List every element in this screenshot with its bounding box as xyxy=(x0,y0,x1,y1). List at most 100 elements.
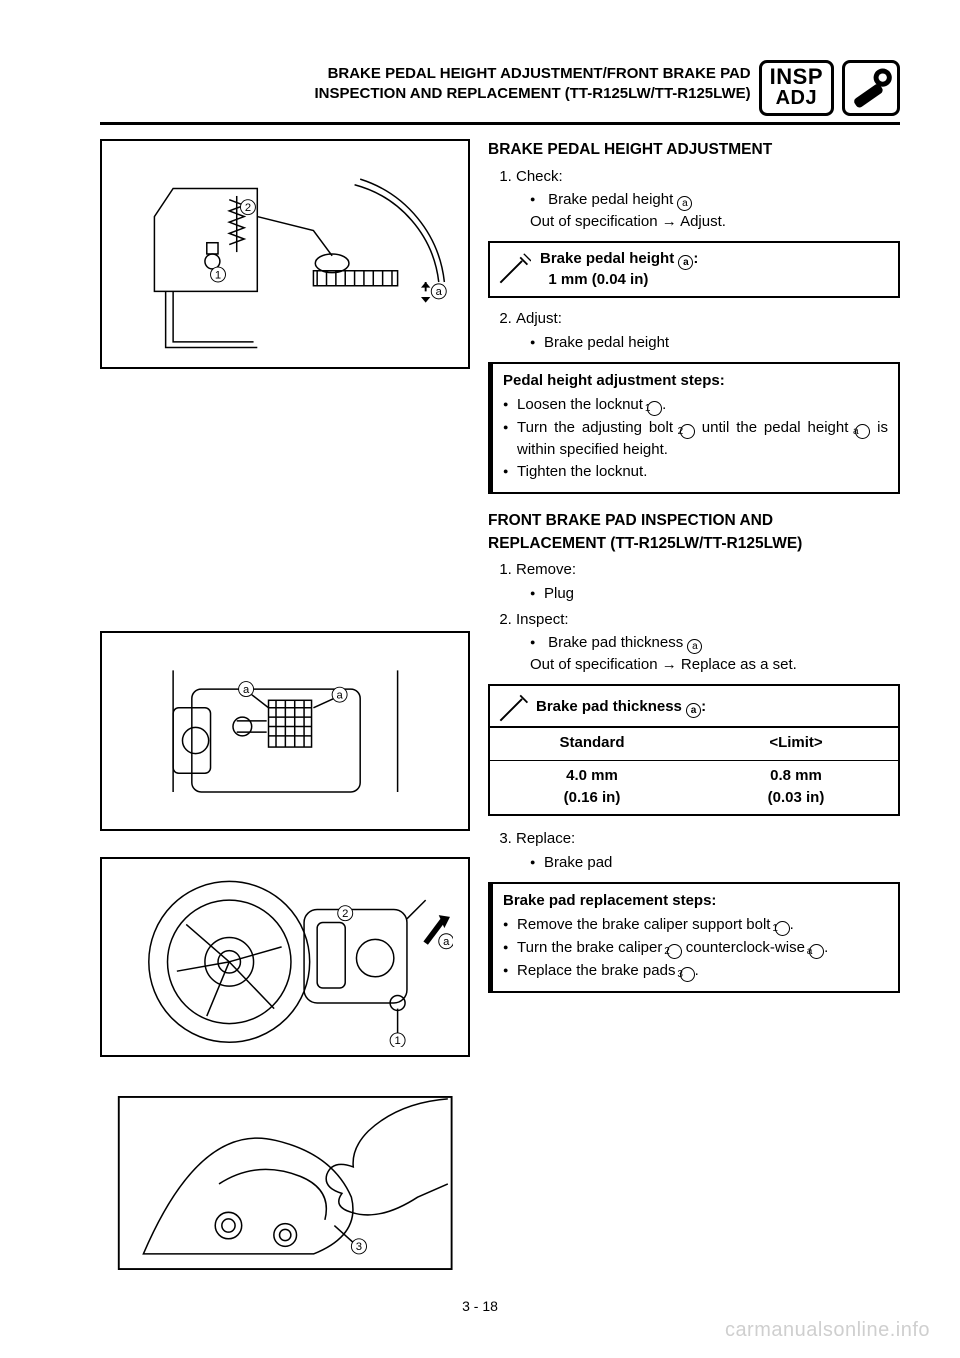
spec-table-head: Brake pad thickness a: xyxy=(490,686,898,726)
fig3-ref-1: 1 xyxy=(394,1035,400,1047)
spec-pedal-height: Brake pedal height a: 1 mm (0.04 in) xyxy=(488,241,900,298)
spec-pad-thickness: Brake pad thickness a: Standard <Limit> … xyxy=(488,684,900,816)
header-title-line2: INSPECTION AND REPLACEMENT (TT-R125LW/TT… xyxy=(100,84,751,104)
ref-2-icon: 2 xyxy=(667,944,682,959)
t: . xyxy=(695,962,699,979)
s1-step1-item-text: Brake pedal height xyxy=(548,191,677,208)
t: . xyxy=(824,939,828,956)
fig2-ref-a2: a xyxy=(243,684,250,696)
badge-line2: ADJ xyxy=(770,88,823,109)
fig4-ref-3: 3 xyxy=(356,1241,362,1253)
s1-step1-item: Brake pedal height a Out of specificatio… xyxy=(530,189,900,233)
ref-a-icon: a xyxy=(809,944,824,959)
s2-step3-label: Replace: xyxy=(516,830,575,847)
ref-3-icon: 3 xyxy=(680,967,695,982)
t: . xyxy=(790,916,794,933)
fig2-ref-a1: a xyxy=(336,689,343,701)
t: Brake pad thickness xyxy=(536,698,686,715)
ref-1-icon: 1 xyxy=(775,921,790,936)
s2-step1: Remove: Plug xyxy=(516,559,900,605)
ref-a-icon: a xyxy=(687,639,702,654)
badge-line1: INSP xyxy=(770,65,823,88)
page-number: 3 - 18 xyxy=(0,1298,960,1314)
figure-column: 1 2 a xyxy=(100,139,470,1283)
t: (0.16 in) xyxy=(564,789,621,806)
s2-step3-item: Brake pad xyxy=(530,852,900,874)
step-remove-bolt: Remove the brake caliper support bolt 1. xyxy=(503,914,888,936)
s2-step2-note: Out of specification → Replace as a set. xyxy=(530,656,797,673)
spec-table-title: Brake pad thickness a: xyxy=(536,692,706,724)
wrench-icon xyxy=(842,60,900,116)
s1-step2: Adjust: Brake pedal height xyxy=(516,308,900,354)
s2-step2-item: Brake pad thickness a Out of specificati… xyxy=(530,632,900,676)
t: counterclock-wise xyxy=(682,939,810,956)
s2-step2: Inspect: Brake pad thickness a Out of sp… xyxy=(516,609,900,677)
fig1-ref-1: 1 xyxy=(215,269,221,281)
col-limit: <Limit> xyxy=(694,728,898,760)
t: Replace the brake pads xyxy=(517,962,680,979)
pedal-adjust-steps: Pedal height adjustment steps: Loosen th… xyxy=(488,362,900,494)
s1-step1-note: Out of specification → Adjust. xyxy=(530,213,726,230)
t: Remove the brake caliper support bolt xyxy=(517,916,775,933)
s2-step3: Replace: Brake pad xyxy=(516,828,900,874)
figure-brake-pedal: 1 2 a xyxy=(100,139,470,369)
h-l2: REPLACEMENT (TT-R125LW/TT-R125LWE) xyxy=(488,535,802,552)
ref-a-icon: a xyxy=(855,424,870,439)
fig3-ref-2: 2 xyxy=(342,908,348,920)
layout-spacer xyxy=(100,395,470,605)
t: Loosen the locknut xyxy=(517,396,647,413)
steps-title: Brake pad replacement steps: xyxy=(503,890,888,912)
ref-2-icon: 2 xyxy=(680,424,695,439)
caliper-icon xyxy=(490,690,536,726)
s2-step2-label: Inspect: xyxy=(516,611,569,628)
t: 4.0 mm xyxy=(566,767,618,784)
t: 0.8 mm xyxy=(770,767,822,784)
ref-a-icon: a xyxy=(686,703,701,718)
spec-table-data-row: 4.0 mm (0.16 in) 0.8 mm (0.03 in) xyxy=(490,760,898,817)
s1-step1: Check: Brake pedal height a Out of speci… xyxy=(516,166,900,234)
spec-colon: : xyxy=(693,250,698,267)
s1-step2-label: Adjust: xyxy=(516,310,562,327)
section1-heading: BRAKE PEDAL HEIGHT ADJUSTMENT xyxy=(488,139,900,161)
page-header: BRAKE PEDAL HEIGHT ADJUSTMENT/FRONT BRAK… xyxy=(100,60,900,125)
val-limit: 0.8 mm (0.03 in) xyxy=(694,761,898,815)
spec-label: Brake pedal height xyxy=(540,250,678,267)
step-replace-pads: Replace the brake pads 3. xyxy=(503,960,888,982)
figure-caliper-disc: 2 a 1 xyxy=(100,857,470,1057)
t: : xyxy=(701,698,706,715)
s1-step1-label: Check: xyxy=(516,168,563,185)
h-l1: FRONT BRAKE PAD INSPECTION AND xyxy=(488,512,773,529)
t: (0.03 in) xyxy=(768,789,825,806)
steps-title: Pedal height adjustment steps: xyxy=(503,370,888,392)
val-standard: 4.0 mm (0.16 in) xyxy=(490,761,694,815)
s2-step1-item: Plug xyxy=(530,583,900,605)
section-badge: INSP ADJ xyxy=(759,60,834,116)
step-tighten: Tighten the locknut. xyxy=(503,461,888,483)
spec-table-header-row: Standard <Limit> xyxy=(490,726,898,760)
spec-pedal-height-text: Brake pedal height a: 1 mm (0.04 in) xyxy=(536,243,898,296)
fig1-ref-2: 2 xyxy=(244,202,250,214)
spec-value: 1 mm (0.04 in) xyxy=(548,271,648,288)
s2-step1-label: Remove: xyxy=(516,561,576,578)
step-loosen: Loosen the locknut 1. xyxy=(503,394,888,416)
pad-replace-steps: Brake pad replacement steps: Remove the … xyxy=(488,882,900,993)
col-standard: Standard xyxy=(490,728,694,760)
section2-heading: FRONT BRAKE PAD INSPECTION AND REPLACEME… xyxy=(488,510,900,555)
header-title: BRAKE PEDAL HEIGHT ADJUSTMENT/FRONT BRAK… xyxy=(100,60,751,103)
t: . xyxy=(662,396,666,413)
caliper-icon xyxy=(490,243,536,296)
t: until the pedal height xyxy=(695,419,855,436)
ref-1-icon: 1 xyxy=(647,401,662,416)
s1-step2-item: Brake pedal height xyxy=(530,332,900,354)
fig1-ref-a: a xyxy=(435,286,442,298)
t: Turn the brake caliper xyxy=(517,939,667,956)
fig3-ref-a: a xyxy=(443,936,450,948)
watermark: carmanualsonline.info xyxy=(725,1319,930,1342)
t: Turn the adjusting bolt xyxy=(517,419,680,436)
figure-replace-pad: 3 xyxy=(100,1083,470,1283)
step-turn: Turn the adjusting bolt 2 until the peda… xyxy=(503,417,888,461)
ref-a-icon: a xyxy=(678,255,693,270)
ref-a-icon: a xyxy=(677,196,692,211)
text-column: BRAKE PEDAL HEIGHT ADJUSTMENT Check: Bra… xyxy=(488,139,900,1283)
t: Brake pad thickness xyxy=(548,634,687,651)
